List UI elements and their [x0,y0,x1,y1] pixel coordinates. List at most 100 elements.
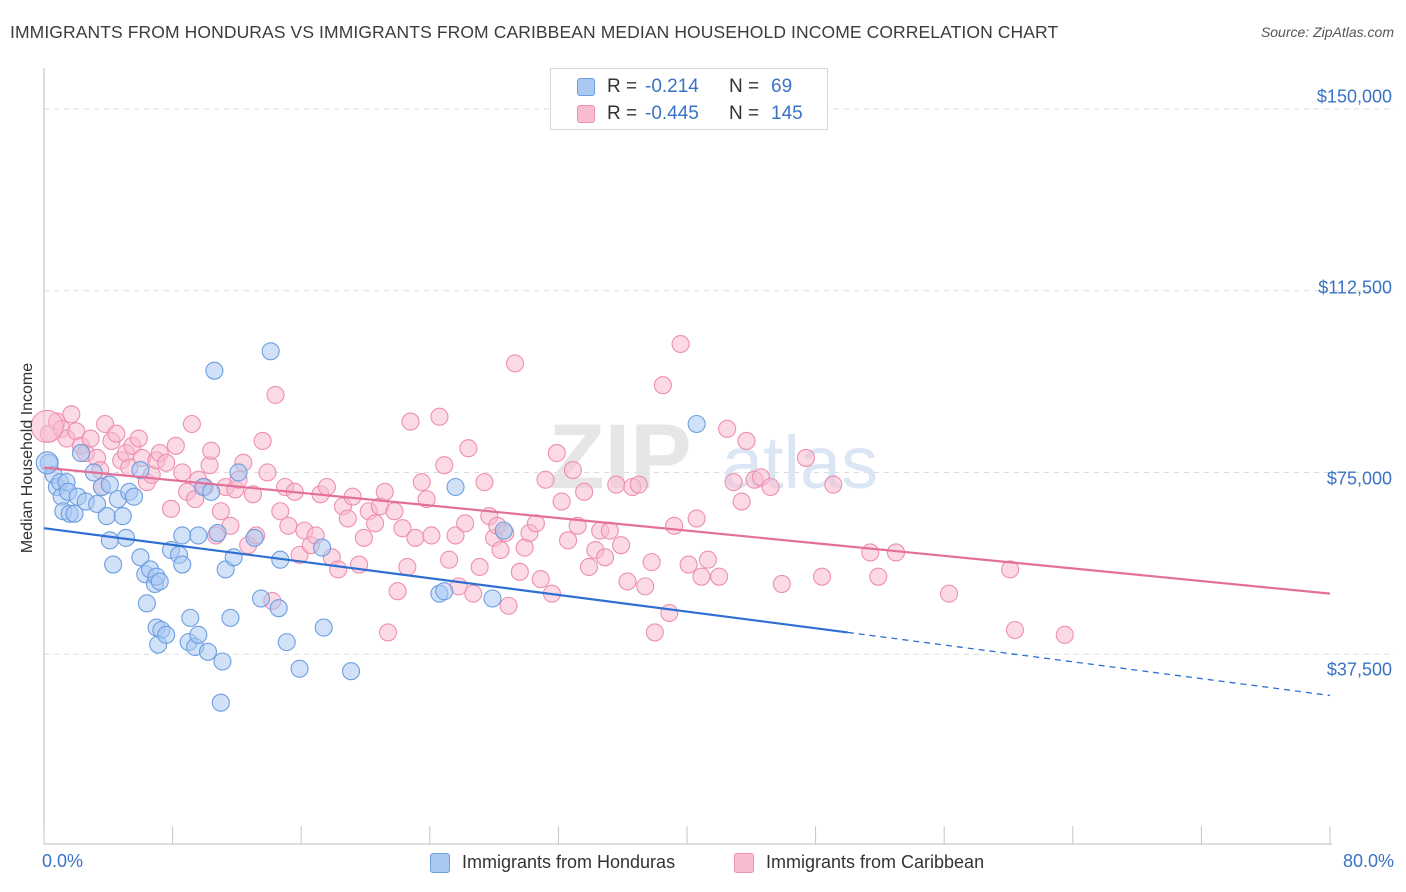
data-point [71,444,91,463]
legend-label-honduras: Immigrants from Honduras [462,852,676,872]
data-point [435,582,454,601]
data-point [354,528,373,547]
data-point [313,538,332,557]
data-point [510,562,529,581]
data-point [446,477,465,497]
data-point [253,431,272,451]
data-point [314,618,333,637]
data-point [563,460,582,480]
data-point [35,451,59,475]
data-point [568,516,587,535]
x-tick-max: 80.0% [1342,851,1394,871]
data-point [279,516,298,535]
data-point [1005,620,1024,640]
data-point [100,475,119,494]
data-point [229,463,248,482]
data-point [761,477,780,497]
data-point [81,429,100,448]
data-point [536,470,555,489]
data-point [579,557,598,577]
honduras-trend-line [43,527,848,634]
data-point [612,536,631,555]
data-point [665,516,684,535]
legend-row-caribbean: R = -0.445 N = 145 [577,102,811,126]
data-point [87,494,107,514]
data-point [182,414,201,434]
data-point [366,514,385,533]
data-point [939,584,959,603]
legend-label-caribbean: Immigrants from Caribbean [766,852,985,872]
data-point [65,504,84,523]
data-point [131,548,150,567]
legend-r-value: -0.214 [645,76,699,97]
data-point [338,509,357,528]
data-point [205,361,224,380]
data-point [494,521,513,540]
data-point [157,625,176,644]
data-point [266,385,285,404]
legend-n-label: N = [729,103,760,124]
data-point [483,589,502,608]
data-point [208,524,227,543]
y-tick-label: $75,000 [1326,468,1392,489]
bottom-legend-honduras[interactable]: Immigrants from Honduras [430,852,675,873]
bottom-legend-caribbean[interactable]: Immigrants from Caribbean [734,852,984,873]
data-point [388,582,407,601]
data-point [100,531,119,550]
data-point [660,603,679,623]
data-point [189,625,208,644]
data-point [440,550,459,569]
data-point [107,424,126,443]
stats-legend: R = -0.214 N = 69 R = -0.445 N = 145 [550,68,828,130]
data-point [687,414,706,434]
data-point [150,572,169,591]
data-point [618,572,637,591]
data-point [97,507,116,526]
y-tick-label: $150,000 [1316,86,1392,107]
data-point [499,596,518,615]
data-point [131,460,150,480]
data-point [401,412,420,431]
data-point [62,405,81,424]
data-point [202,441,221,460]
data-point [243,485,263,504]
data-point [173,555,192,574]
y-tick-label: $37,500 [1326,659,1392,680]
data-point [475,473,494,492]
data-point [1001,560,1020,579]
data-point [459,439,478,458]
data-point [772,574,791,593]
legend-row-honduras: R = -0.214 N = 69 [577,75,811,99]
legend-swatch-honduras [577,78,595,96]
data-point [547,444,566,463]
data-point [607,475,626,494]
data-point [406,528,425,547]
data-point [211,502,230,521]
data-point [104,555,123,574]
x-tick-min: 0.0% [42,851,84,871]
data-point [378,623,398,642]
data-point [161,499,181,518]
data-point [679,555,698,574]
data-point [261,342,280,361]
honduras-trend-extension [847,631,1331,697]
data-point [385,502,404,521]
data-point [861,543,880,562]
data-point [317,477,336,497]
trend-lines [43,466,1331,697]
data-point [412,473,431,492]
data-point [724,473,743,492]
data-point [173,526,192,545]
data-point [269,599,288,618]
data-point [290,659,309,678]
data-point [629,475,648,494]
data-point [398,557,417,577]
legend-r-label: R = [607,76,638,97]
data-point [213,652,232,671]
data-point [687,509,706,528]
legend-swatch-caribbean [577,105,595,123]
data-point [732,492,751,511]
caribbean-points [30,334,1074,644]
data-point [198,642,218,661]
data-point [435,456,454,475]
